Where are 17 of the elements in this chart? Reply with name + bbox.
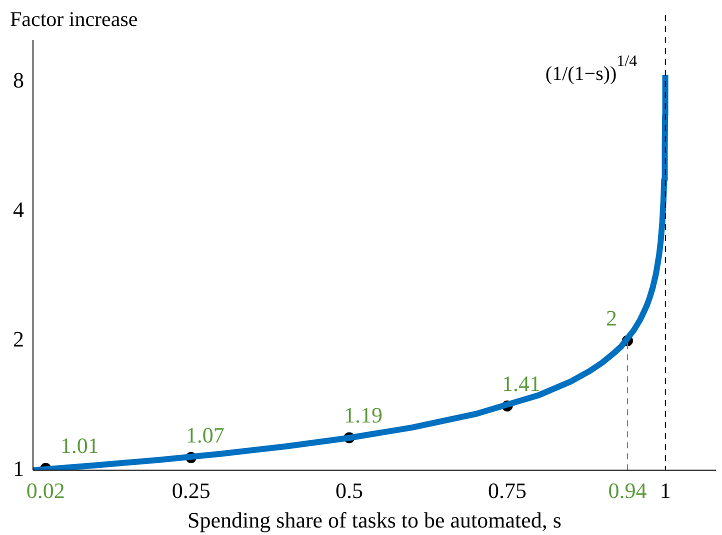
y-tick-label: 1 xyxy=(13,456,24,481)
data-label: 2 xyxy=(606,305,617,330)
data-label: 1.07 xyxy=(186,422,224,448)
x-tick-label: 0.94 xyxy=(608,478,647,504)
x-tick-label: 0.02 xyxy=(26,478,65,504)
x-tick-label: 0.25 xyxy=(172,478,210,504)
x-tick-label: 0.5 xyxy=(335,478,363,504)
x-tick-label: 0.75 xyxy=(488,478,527,504)
data-label: 1.41 xyxy=(502,370,541,396)
y-tick-label: 2 xyxy=(13,326,24,352)
y-tick-label: 4 xyxy=(13,196,24,222)
data-label: 1.01 xyxy=(60,433,99,458)
data-label: 1.19 xyxy=(344,402,382,428)
x-tick-label: 1 xyxy=(660,478,671,504)
x-axis-title: Spending share of tasks to be automated, s xyxy=(188,508,562,533)
y-axis-title: Factor increase xyxy=(10,7,138,32)
y-tick-label: 8 xyxy=(13,67,24,92)
